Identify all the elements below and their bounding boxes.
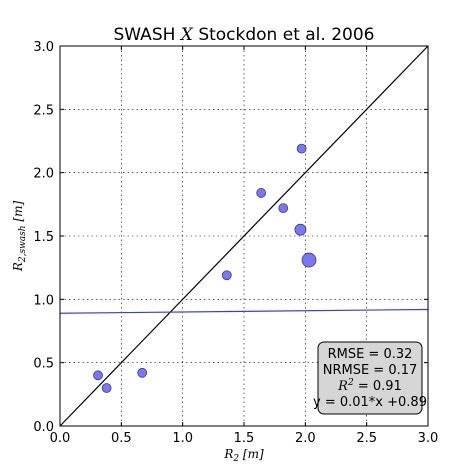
x-tick-label: 3.0 xyxy=(418,431,439,446)
data-point xyxy=(301,252,317,268)
y-tick-label: 3.0 xyxy=(33,40,54,55)
stats-fit-equation: y = 0.01*x +0.89 xyxy=(313,395,427,410)
y-tick-label: 0.5 xyxy=(33,357,54,372)
stats-r2: R2 = 0.91 xyxy=(337,378,402,394)
x-tick-label: 0.5 xyxy=(111,431,132,446)
data-point xyxy=(294,223,307,236)
chart-title-middle: X xyxy=(179,25,194,45)
identity-line xyxy=(59,45,429,427)
x-axis-label-unit: [m] xyxy=(243,447,264,461)
y-tick-label: 2.5 xyxy=(33,103,54,118)
x-tick-label: 2.5 xyxy=(356,431,377,446)
x-tick-label: 2.0 xyxy=(295,431,316,446)
stats-box-background xyxy=(317,341,423,415)
x-tick-label: 0.0 xyxy=(50,431,71,446)
y-tick-label: 1.0 xyxy=(33,293,54,308)
plot-area: 0.0 0.5 1.0 1.5 2.0 2.5 3.0 0.0 0.5 1.0 1.5 2.0 2.5 3… xyxy=(33,40,438,446)
stats-r2-symbol: R xyxy=(337,379,348,394)
x-axis-label-sub: 2 xyxy=(232,454,239,464)
y-tick-label: 0.0 xyxy=(33,420,54,435)
data-point xyxy=(101,383,112,393)
y-axis-label-main: R xyxy=(11,262,25,272)
stats-rmse: RMSE = 0.32 xyxy=(328,347,413,362)
x-tick-label: 1.0 xyxy=(172,431,193,446)
data-point xyxy=(221,270,232,281)
y-axis-label-unit: [m] xyxy=(11,201,25,222)
data-point xyxy=(296,143,307,154)
data-point xyxy=(278,203,289,214)
chart-title-left: SWASH xyxy=(114,25,176,45)
stats-nrmse: NRMSE = 0.17 xyxy=(323,363,418,378)
data-point xyxy=(256,188,267,198)
x-axis-label-main: R xyxy=(223,447,233,461)
y-tick-label: 1.5 xyxy=(33,230,54,245)
data-point xyxy=(137,367,148,378)
stats-r2-value: = 0.91 xyxy=(354,379,402,394)
x-axis-label: R2 [m] xyxy=(223,447,264,464)
data-point xyxy=(93,370,103,381)
chart-title: SWASH X Stockdon et al. 2006 xyxy=(114,25,375,45)
y-axis-label-sub: 2,swash xyxy=(18,225,28,263)
fit-line xyxy=(59,308,429,314)
x-tick-label: 1.5 xyxy=(234,431,255,446)
stats-r2-exponent: 2 xyxy=(347,378,354,388)
y-axis-label: R2,swash [m] xyxy=(11,201,28,273)
y-tick-label: 2.0 xyxy=(33,167,54,182)
stats-box: RMSE = 0.32 NRMSE = 0.17 R2 = 0.91 y = 0… xyxy=(313,341,427,415)
chart-title-right: Stockdon et al. 2006 xyxy=(198,25,374,45)
